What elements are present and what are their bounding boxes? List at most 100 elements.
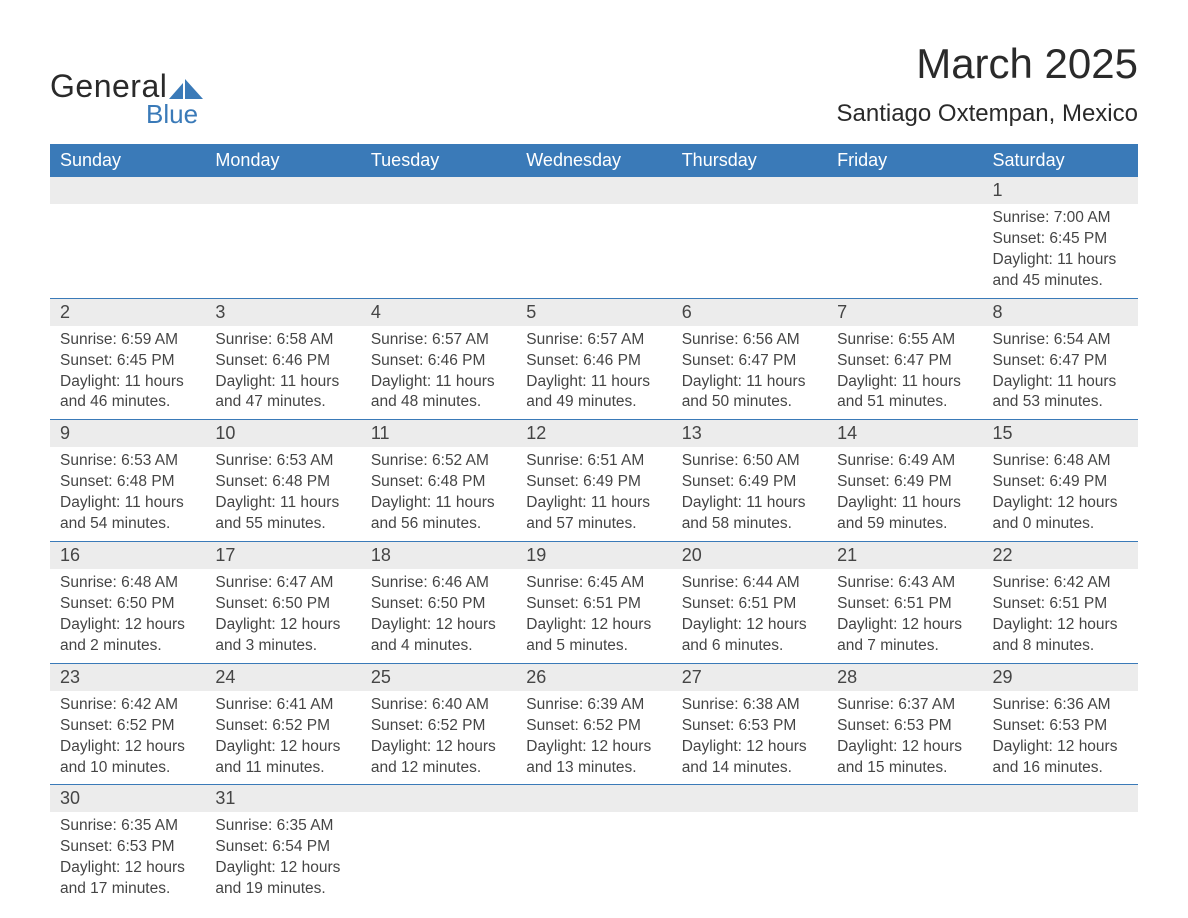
day-number: 31	[205, 785, 360, 812]
weekday-header: Friday	[827, 144, 982, 177]
sunrise-line: Sunrise: 6:35 AM	[60, 816, 195, 837]
sunrise-line: Sunrise: 6:53 AM	[215, 451, 350, 472]
calendar-day-cell: 7Sunrise: 6:55 AMSunset: 6:47 PMDaylight…	[827, 298, 982, 420]
day-number: 26	[516, 664, 671, 691]
daylight-line-2: and 59 minutes.	[837, 514, 972, 535]
day-body: Sunrise: 6:39 AMSunset: 6:52 PMDaylight:…	[516, 691, 671, 785]
page-title: March 2025	[837, 40, 1139, 88]
daylight-line-2: and 56 minutes.	[371, 514, 506, 535]
day-body: Sunrise: 6:57 AMSunset: 6:46 PMDaylight:…	[361, 326, 516, 420]
day-body: Sunrise: 6:37 AMSunset: 6:53 PMDaylight:…	[827, 691, 982, 785]
sunset-line: Sunset: 6:49 PM	[682, 472, 817, 493]
sunset-line: Sunset: 6:51 PM	[682, 594, 817, 615]
day-number: 20	[672, 542, 827, 569]
calendar-week-row: 9 Sunrise: 6:53 AM Sunset: 6:48 PMDaylight…	[50, 420, 1138, 542]
calendar-day-cell	[983, 785, 1138, 906]
daylight-line-1: Daylight: 11 hours	[215, 372, 350, 393]
daylight-line-2: and 14 minutes.	[682, 758, 817, 779]
daylight-line-2: and 55 minutes.	[215, 514, 350, 535]
daylight-line-1: Daylight: 11 hours	[526, 372, 661, 393]
calendar-day-cell: 19Sunrise: 6:45 AMSunset: 6:51 PMDayligh…	[516, 542, 671, 664]
brand-flag-icon	[169, 77, 203, 99]
daylight-line-2: and 57 minutes.	[526, 514, 661, 535]
calendar-day-cell: 25Sunrise: 6:40 AMSunset: 6:52 PMDayligh…	[361, 663, 516, 785]
day-number: 2	[50, 299, 205, 326]
daylight-line-1: Daylight: 12 hours	[371, 615, 506, 636]
calendar-day-cell	[50, 177, 205, 298]
sunset-line: Sunset: 6:50 PM	[371, 594, 506, 615]
sunset-line: Sunset: 6:49 PM	[993, 472, 1128, 493]
calendar-day-cell: 2Sunrise: 6:59 AMSunset: 6:45 PMDaylight…	[50, 298, 205, 420]
daylight-line-2: and 53 minutes.	[993, 392, 1128, 413]
daylight-line-2: and 58 minutes.	[682, 514, 817, 535]
daylight-line-2: and 50 minutes.	[682, 392, 817, 413]
daylight-line-2: and 11 minutes.	[215, 758, 350, 779]
calendar-day-cell: 27Sunrise: 6:38 AMSunset: 6:53 PMDayligh…	[672, 663, 827, 785]
sunrise-line: Sunrise: 6:47 AM	[215, 573, 350, 594]
day-body	[361, 204, 516, 284]
weekday-header-row: Sunday Monday Tuesday Wednesday Thursday…	[50, 144, 1138, 177]
calendar-week-row: 16Sunrise: 6:48 AMSunset: 6:50 PMDayligh…	[50, 542, 1138, 664]
daylight-line-2: and 3 minutes.	[215, 636, 350, 657]
daylight-line-1: Daylight: 11 hours	[371, 372, 506, 393]
sunset-line: Sunset: 6:45 PM	[993, 229, 1128, 250]
day-number	[827, 785, 982, 812]
day-number: 22	[983, 542, 1138, 569]
day-body: Sunrise: 6:50 AMSunset: 6:49 PMDaylight:…	[672, 447, 827, 541]
day-body: Sunrise: 6:40 AMSunset: 6:52 PMDaylight:…	[361, 691, 516, 785]
calendar-day-cell: 26Sunrise: 6:39 AMSunset: 6:52 PMDayligh…	[516, 663, 671, 785]
calendar-day-cell	[205, 177, 360, 298]
sunset-line: Sunset: 6:53 PM	[682, 716, 817, 737]
sunrise-line: Sunrise: 7:00 AM	[993, 208, 1128, 229]
weekday-header: Monday	[205, 144, 360, 177]
day-body: Sunrise: 6:35 AMSunset: 6:53 PMDaylight:…	[50, 812, 205, 906]
calendar-day-cell	[361, 785, 516, 906]
daylight-line-2: and 6 minutes.	[682, 636, 817, 657]
day-number	[205, 177, 360, 204]
day-number: 3	[205, 299, 360, 326]
sunset-line: Sunset: 6:49 PM	[526, 472, 661, 493]
daylight-line-1: Daylight: 12 hours	[526, 615, 661, 636]
sunset-line: Sunset: 6:47 PM	[837, 351, 972, 372]
sunset-line: Sunset: 6:50 PM	[60, 594, 195, 615]
calendar-day-cell	[672, 177, 827, 298]
sunrise-line: Sunrise: 6:41 AM	[215, 695, 350, 716]
sunset-line: Sunset: 6:46 PM	[215, 351, 350, 372]
day-number: 9	[50, 420, 205, 447]
day-body: Sunrise: 6:47 AMSunset: 6:50 PMDaylight:…	[205, 569, 360, 663]
calendar-day-cell: 10Sunrise: 6:53 AMSunset: 6:48 PMDayligh…	[205, 420, 360, 542]
calendar-day-cell: 6Sunrise: 6:56 AMSunset: 6:47 PMDaylight…	[672, 298, 827, 420]
sunset-line: Sunset: 6:49 PM	[837, 472, 972, 493]
day-body: Sunrise: 6:56 AMSunset: 6:47 PMDaylight:…	[672, 326, 827, 420]
day-number: 30	[50, 785, 205, 812]
calendar-day-cell: 18Sunrise: 6:46 AMSunset: 6:50 PMDayligh…	[361, 542, 516, 664]
day-number: 24	[205, 664, 360, 691]
sunrise-line: Sunrise: 6:42 AM	[60, 695, 195, 716]
calendar-day-cell: 13Sunrise: 6:50 AMSunset: 6:49 PMDayligh…	[672, 420, 827, 542]
daylight-line-1: Daylight: 12 hours	[682, 615, 817, 636]
day-body: Sunrise: 6:48 AMSunset: 6:50 PMDaylight:…	[50, 569, 205, 663]
day-body: Sunrise: 6:43 AMSunset: 6:51 PMDaylight:…	[827, 569, 982, 663]
sunset-line: Sunset: 6:51 PM	[993, 594, 1128, 615]
calendar-day-cell: 3Sunrise: 6:58 AMSunset: 6:46 PMDaylight…	[205, 298, 360, 420]
sunrise-line: Sunrise: 6:42 AM	[993, 573, 1128, 594]
day-number	[361, 785, 516, 812]
sunrise-line: Sunrise: 6:48 AM	[60, 573, 195, 594]
daylight-line-1: Daylight: 11 hours	[371, 493, 506, 514]
sunset-line: Sunset: 6:52 PM	[60, 716, 195, 737]
sunrise-line: Sunrise: 6:46 AM	[371, 573, 506, 594]
sunset-line: Sunset: 6:47 PM	[993, 351, 1128, 372]
sunrise-line: Sunrise: 6:45 AM	[526, 573, 661, 594]
day-body: Sunrise: 6:49 AMSunset: 6:49 PMDaylight:…	[827, 447, 982, 541]
daylight-line-2: and 49 minutes.	[526, 392, 661, 413]
day-number: 17	[205, 542, 360, 569]
daylight-line-2: and 2 minutes.	[60, 636, 195, 657]
calendar-day-cell: 21Sunrise: 6:43 AMSunset: 6:51 PMDayligh…	[827, 542, 982, 664]
daylight-line-2: and 7 minutes.	[837, 636, 972, 657]
day-body	[672, 204, 827, 284]
sunset-line: Sunset: 6:48 PM	[371, 472, 506, 493]
calendar-day-cell: 11Sunrise: 6:52 AMSunset: 6:48 PMDayligh…	[361, 420, 516, 542]
day-body	[50, 204, 205, 284]
weekday-header: Wednesday	[516, 144, 671, 177]
day-number	[516, 785, 671, 812]
